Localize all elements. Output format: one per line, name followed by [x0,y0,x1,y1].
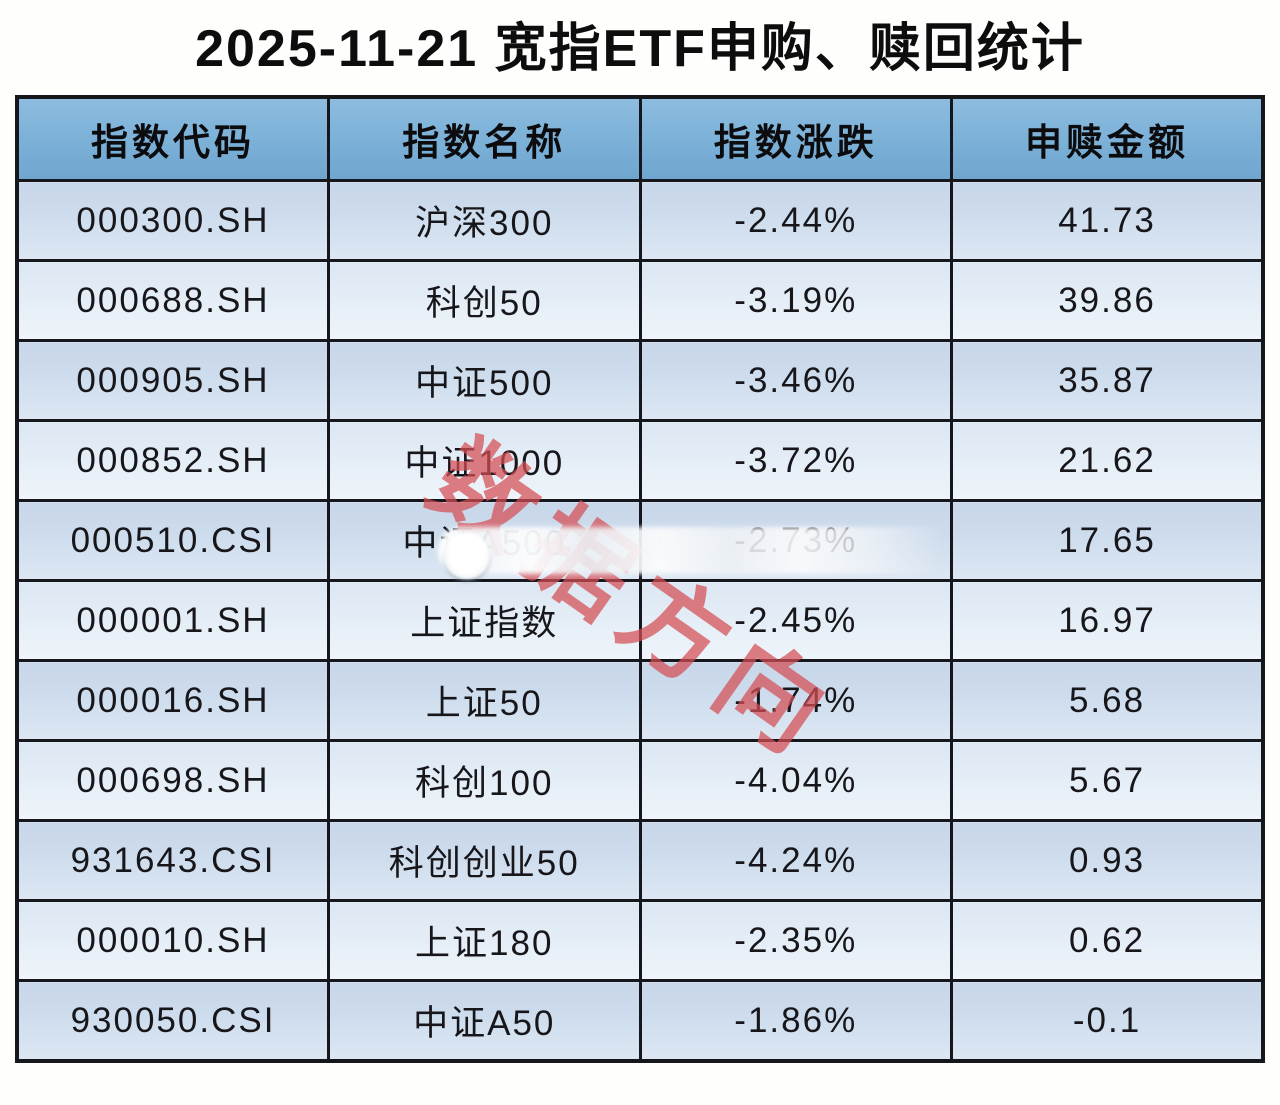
index-code-cell: 000510.CSI [15,499,330,582]
index-change-cell: -2.35% [638,899,953,982]
index-name-cell: 上证180 [327,899,642,982]
table-row: 000300.SH 沪深300 -2.44% 41.73 [15,179,1265,262]
column-header-index-code: 指数代码 [15,95,330,182]
index-name-cell: 中证A500 [327,499,642,582]
index-code-cell: 000300.SH [15,179,330,262]
index-change-cell: -3.19% [638,259,953,342]
index-code-cell: 000010.SH [15,899,330,982]
index-change-cell: -1.74% [638,659,953,742]
index-name-cell: 中证1000 [327,419,642,502]
amount-cell: 35.87 [950,339,1265,422]
table-row: 000852.SH 中证1000 -3.72% 21.62 [15,419,1265,502]
index-code-cell: 000016.SH [15,659,330,742]
amount-cell: 16.97 [950,579,1265,662]
amount-cell: 39.86 [950,259,1265,342]
index-name-cell: 上证50 [327,659,642,742]
index-change-cell: -1.86% [638,979,953,1063]
table-row: 000688.SH 科创50 -3.19% 39.86 [15,259,1265,342]
header-row: 指数代码 指数名称 指数涨跌 申赎金额 [15,95,1265,182]
index-name-cell: 上证指数 [327,579,642,662]
table-row: 000698.SH 科创100 -4.04% 5.67 [15,739,1265,822]
index-name-cell: 科创创业50 [327,819,642,902]
index-name-cell: 科创50 [327,259,642,342]
table-row: 000001.SH 上证指数 -2.45% 16.97 [15,579,1265,662]
index-code-cell: 930050.CSI [15,979,330,1063]
amount-cell: 21.62 [950,419,1265,502]
table-row: 931643.CSI 科创创业50 -4.24% 0.93 [15,819,1265,902]
page-title: 2025-11-21 宽指ETF申购、赎回统计 [195,20,1085,78]
amount-cell: 5.67 [950,739,1265,822]
table-row: 000510.CSI 中证A500 -2.73% 17.65 [15,499,1265,582]
column-header-index-name: 指数名称 [327,95,642,182]
index-name-cell: 中证A50 [327,979,642,1063]
index-name-cell: 沪深300 [327,179,642,262]
amount-cell: 41.73 [950,179,1265,262]
index-change-cell: -3.72% [638,419,953,502]
index-code-cell: 931643.CSI [15,819,330,902]
table-row: 000010.SH 上证180 -2.35% 0.62 [15,899,1265,982]
index-change-cell: -4.24% [638,819,953,902]
amount-cell: 0.62 [950,899,1265,982]
etf-stats-table: 指数代码 指数名称 指数涨跌 申赎金额 000300.SH 沪深300 -2.44%… [15,95,1265,1063]
index-code-cell: 000688.SH [15,259,330,342]
index-change-cell: -4.04% [638,739,953,822]
index-code-cell: 000852.SH [15,419,330,502]
table-row: 930050.CSI 中证A50 -1.86% -0.1 [15,979,1265,1063]
amount-cell: 5.68 [950,659,1265,742]
table-row: 000905.SH 中证500 -3.46% 35.87 [15,339,1265,422]
table-header: 指数代码 指数名称 指数涨跌 申赎金额 [15,95,1265,182]
amount-cell: 17.65 [950,499,1265,582]
index-code-cell: 000001.SH [15,579,330,662]
index-change-cell: -2.45% [638,579,953,662]
index-change-cell: -2.44% [638,179,953,262]
index-code-cell: 000698.SH [15,739,330,822]
table-row: 000016.SH 上证50 -1.74% 5.68 [15,659,1265,742]
column-header-index-change: 指数涨跌 [638,95,953,182]
index-code-cell: 000905.SH [15,339,330,422]
index-change-cell: -2.73% [638,499,953,582]
index-name-cell: 中证500 [327,339,642,422]
amount-cell: -0.1 [950,979,1265,1063]
amount-cell: 0.93 [950,819,1265,902]
table-body: 000300.SH 沪深300 -2.44% 41.73 000688.SH 科创50 -3… [15,179,1265,1063]
index-change-cell: -3.46% [638,339,953,422]
column-header-amount: 申赎金额 [950,95,1265,182]
index-name-cell: 科创100 [327,739,642,822]
